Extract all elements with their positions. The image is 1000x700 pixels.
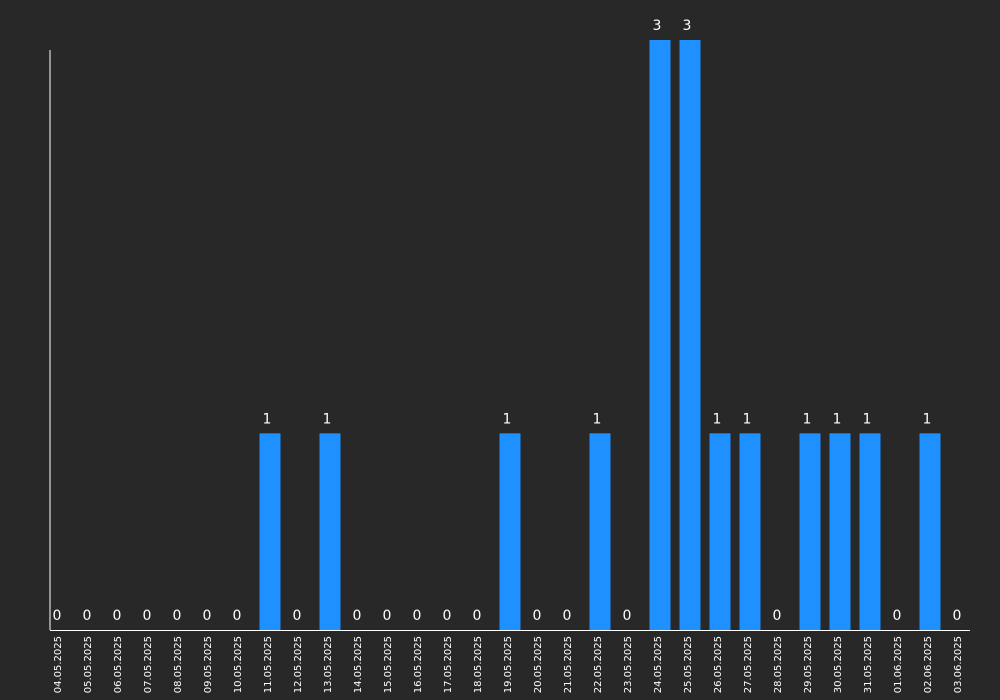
bars-group	[259, 40, 941, 630]
bar-02.06.2025	[919, 433, 941, 630]
bar-19.05.2025	[499, 433, 521, 630]
x-tick-label: 31.05.2025	[863, 636, 874, 693]
data-label-26.05.2025: 1	[713, 411, 722, 427]
x-tick-label: 16.05.2025	[413, 636, 424, 693]
x-tick-label: 22.05.2025	[593, 636, 604, 693]
x-tick-label: 07.05.2025	[143, 636, 154, 693]
x-tick-label: 15.05.2025	[383, 636, 394, 693]
x-tick-label: 05.05.2025	[83, 636, 94, 693]
x-tick-label: 14.05.2025	[353, 636, 364, 693]
data-label-30.05.2025: 1	[833, 411, 842, 427]
x-tick-label: 18.05.2025	[473, 636, 484, 693]
x-tick-label: 27.05.2025	[743, 636, 754, 693]
x-tick-label: 30.05.2025	[833, 636, 844, 693]
bar-25.05.2025	[679, 40, 701, 630]
x-tick-labels-group: 04.05.2025 05.05.2025 06.05.2025 07.05.2025…	[53, 636, 964, 693]
x-tick-label: 13.05.2025	[323, 636, 334, 693]
bar-27.05.2025	[739, 433, 761, 630]
bar-22.05.2025	[589, 433, 611, 630]
x-tick-label: 02.06.2025	[923, 636, 934, 693]
data-label-21.05.2025: 0	[563, 608, 572, 624]
x-tick-label: 25.05.2025	[683, 636, 694, 693]
data-label-29.05.2025: 1	[803, 411, 812, 427]
x-tick-label: 28.05.2025	[773, 636, 784, 693]
data-label-04.05.2025: 0	[53, 608, 62, 624]
data-label-12.05.2025: 0	[293, 608, 302, 624]
x-tick-label: 03.06.2025	[953, 636, 964, 693]
data-label-25.05.2025: 3	[683, 18, 692, 34]
data-label-24.05.2025: 3	[653, 18, 662, 34]
data-label-22.05.2025: 1	[593, 411, 602, 427]
x-tick-label: 04.05.2025	[53, 636, 64, 693]
data-label-13.05.2025: 1	[323, 411, 332, 427]
data-label-14.05.2025: 0	[353, 608, 362, 624]
data-label-01.06.2025: 0	[893, 608, 902, 624]
data-label-15.05.2025: 0	[383, 608, 392, 624]
data-label-06.05.2025: 0	[113, 608, 122, 624]
bar-24.05.2025	[649, 40, 671, 630]
x-tick-label: 19.05.2025	[503, 636, 514, 693]
data-label-09.05.2025: 0	[203, 608, 212, 624]
data-label-02.06.2025: 1	[923, 411, 932, 427]
bar-11.05.2025	[259, 433, 281, 630]
data-label-11.05.2025: 1	[263, 411, 272, 427]
data-label-07.05.2025: 0	[143, 608, 152, 624]
x-tick-label: 26.05.2025	[713, 636, 724, 693]
data-label-18.05.2025: 0	[473, 608, 482, 624]
data-label-28.05.2025: 0	[773, 608, 782, 624]
data-label-27.05.2025: 1	[743, 411, 752, 427]
bar-26.05.2025	[709, 433, 731, 630]
x-tick-label: 10.05.2025	[233, 636, 244, 693]
x-tick-label: 09.05.2025	[203, 636, 214, 693]
data-label-31.05.2025: 1	[863, 411, 872, 427]
data-label-08.05.2025: 0	[173, 608, 182, 624]
data-label-19.05.2025: 1	[503, 411, 512, 427]
x-tick-label: 21.05.2025	[563, 636, 574, 693]
x-tick-label: 12.05.2025	[293, 636, 304, 693]
data-label-17.05.2025: 0	[443, 608, 452, 624]
x-tick-label: 24.05.2025	[653, 636, 664, 693]
x-tick-label: 11.05.2025	[263, 636, 274, 693]
data-label-20.05.2025: 0	[533, 608, 542, 624]
bar-31.05.2025	[859, 433, 881, 630]
x-tick-label: 08.05.2025	[173, 636, 184, 693]
data-label-10.05.2025: 0	[233, 608, 242, 624]
bar-30.05.2025	[829, 433, 851, 630]
x-tick-label: 17.05.2025	[443, 636, 454, 693]
value-labels-group: 0 0 0 0 0 0 0 1 0 1 0 0 0 0 0 1 0 0 1 0 3 3 1 1 0 1 1 1 0 1 0	[53, 18, 962, 624]
bar-13.05.2025	[319, 433, 341, 630]
data-label-16.05.2025: 0	[413, 608, 422, 624]
x-tick-label: 29.05.2025	[803, 636, 814, 693]
data-label-05.05.2025: 0	[83, 608, 92, 624]
bar-29.05.2025	[799, 433, 821, 630]
x-tick-label: 01.06.2025	[893, 636, 904, 693]
x-tick-label: 23.05.2025	[623, 636, 634, 693]
data-label-23.05.2025: 0	[623, 608, 632, 624]
x-tick-label: 06.05.2025	[113, 636, 124, 693]
data-label-03.06.2025: 0	[953, 608, 962, 624]
x-tick-label: 20.05.2025	[533, 636, 544, 693]
